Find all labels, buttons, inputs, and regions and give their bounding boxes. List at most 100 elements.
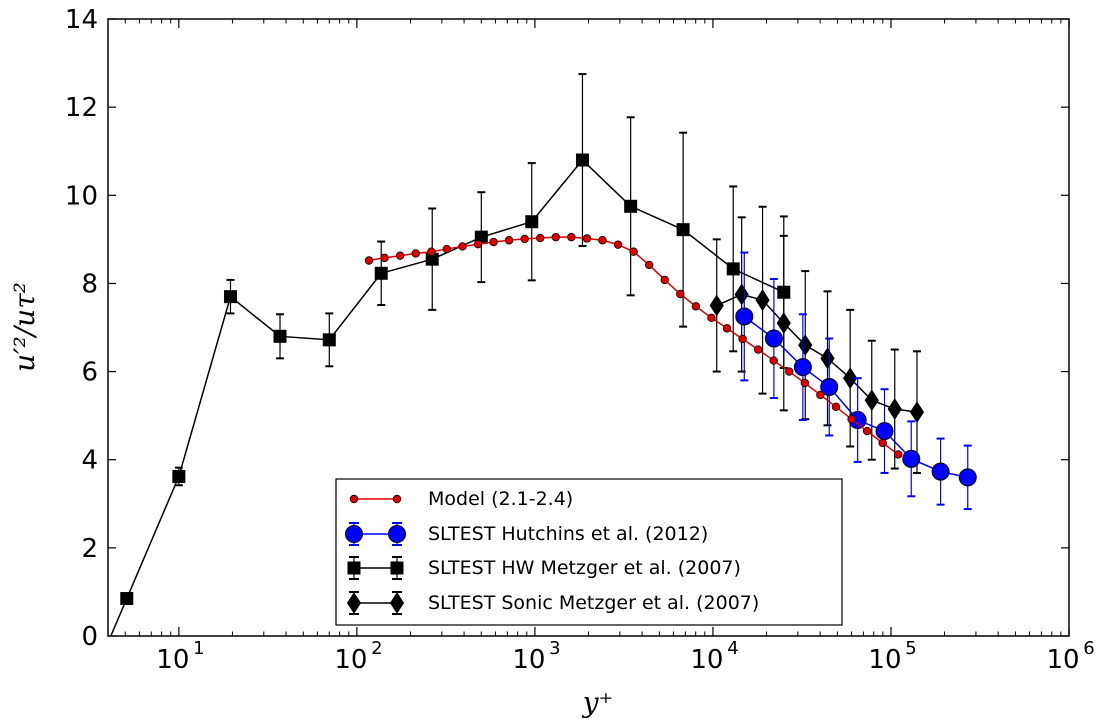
x-axis-label: y⁺ <box>581 686 614 719</box>
series-0-point-6 <box>458 242 467 251</box>
x-tick-exp-1: 2 <box>371 638 382 659</box>
series-0-point-25 <box>753 345 763 354</box>
series-2-line <box>126 158 785 599</box>
series-2-lead-line <box>109 598 128 636</box>
y-tick-label-0: 0 <box>81 622 98 652</box>
series-0-point-10 <box>520 234 529 244</box>
series-3-point-9 <box>909 401 925 424</box>
series-0-point-5 <box>442 244 452 254</box>
series-1-point-7 <box>931 462 950 481</box>
y-axis-label: u′²/uτ² <box>8 282 41 372</box>
x-tick-label-0: 10 <box>156 645 189 675</box>
series-0-point-23 <box>722 324 732 333</box>
series-0-point-11 <box>536 233 545 243</box>
series-0-point-21 <box>691 302 701 311</box>
x-tick-label-1: 10 <box>334 645 367 675</box>
series-3-point-0 <box>709 294 724 317</box>
legend-marker-left-0 <box>349 494 359 504</box>
series-1-point-1 <box>764 329 783 348</box>
x-tick-label-3: 10 <box>690 645 723 675</box>
series-3-point-7 <box>864 389 879 412</box>
series-3-point-1 <box>734 283 749 306</box>
legend-label-model: Model (2.1-2.4) <box>428 488 573 510</box>
series-0-point-22 <box>707 313 716 323</box>
legend-entry-metzger-sonic: SLTEST Sonic Metzger et al. (2007) <box>346 591 759 615</box>
legend-marker-right-1 <box>388 525 406 543</box>
y-tick-label-3: 6 <box>81 358 98 388</box>
series-0-point-18 <box>644 260 654 270</box>
series-0-point-28 <box>800 378 810 388</box>
legend-marker-right-0 <box>392 494 402 504</box>
series-3-point-6 <box>843 367 858 390</box>
series-2-point-8 <box>525 215 539 229</box>
legend: Model (2.1-2.4) SLTEST Hutchins et al. (… <box>335 478 843 626</box>
x-tick-label-2: 10 <box>512 645 545 675</box>
series-1 <box>735 251 977 511</box>
series-2-point-11 <box>676 223 690 237</box>
series-2-point-3 <box>273 329 287 343</box>
series-2-point-4 <box>322 333 336 347</box>
series-1-point-5 <box>875 422 894 441</box>
series-3-point-5 <box>820 347 835 370</box>
series-0-point-15 <box>598 236 607 245</box>
series-0-point-0 <box>364 256 374 265</box>
y-tick-label-2: 4 <box>81 446 98 476</box>
series-0-point-7 <box>473 240 483 249</box>
legend-entry-metzger-hw: SLTEST HW Metzger et al. (2007) <box>347 556 741 580</box>
series-0-point-3 <box>411 249 420 258</box>
legend-marker-right-2 <box>390 561 404 575</box>
series-0-point-4 <box>427 247 436 256</box>
series-3-point-8 <box>887 398 902 420</box>
series-2-point-12 <box>726 262 740 276</box>
series-2-point-10 <box>624 199 638 213</box>
series-0-point-33 <box>878 438 887 448</box>
series-0-point-20 <box>676 289 685 299</box>
legend-label-metzger-sonic: SLTEST Sonic Metzger et al. (2007) <box>428 592 759 614</box>
series-0-point-27 <box>785 367 794 376</box>
y-tick-label-1: 2 <box>81 534 98 564</box>
series-0-point-30 <box>831 402 841 412</box>
series-1-point-0 <box>735 307 754 326</box>
legend-label-hutchins: SLTEST Hutchins et al. (2012) <box>428 523 708 545</box>
legend-marker-left-1 <box>345 525 363 543</box>
series-3 <box>709 205 925 474</box>
series-0-point-16 <box>613 240 623 249</box>
y-tick-label-6: 12 <box>65 93 98 123</box>
x-tick-label-4: 10 <box>868 645 901 675</box>
series-0-point-24 <box>738 334 747 344</box>
y-tick-label-5: 10 <box>65 181 98 211</box>
series-0 <box>364 232 903 459</box>
series-0-point-32 <box>862 426 872 436</box>
series-1-point-6 <box>902 449 921 468</box>
series-0-point-1 <box>380 253 389 263</box>
series-1-point-3 <box>820 377 839 396</box>
series-0-point-12 <box>551 232 560 242</box>
series-3-line <box>716 293 918 413</box>
series-0-point-8 <box>489 237 498 247</box>
series-0-point-13 <box>567 232 576 242</box>
series-0-point-29 <box>816 390 825 400</box>
series-0-point-2 <box>395 251 405 260</box>
data-layer <box>109 73 977 636</box>
series-1-point-2 <box>793 358 812 377</box>
series-2-point-1 <box>172 469 186 483</box>
series-3-point-4 <box>798 334 813 357</box>
series-2-point-0 <box>120 592 134 606</box>
x-tick-exp-0: 1 <box>193 638 204 659</box>
legend-marker-left-2 <box>347 561 361 575</box>
x-tick-label-5: 10 <box>1046 645 1079 675</box>
legend-entry-model: Model (2.1-2.4) <box>349 488 573 510</box>
legend-box <box>335 478 843 626</box>
series-3-point-3 <box>776 312 791 335</box>
series-0-point-31 <box>847 414 856 424</box>
series-0-point-19 <box>660 275 669 285</box>
series-0-point-9 <box>504 236 514 245</box>
x-tick-exp-3: 4 <box>727 638 738 659</box>
y-tick-label-7: 14 <box>65 5 98 35</box>
series-2-point-5 <box>374 266 388 280</box>
x-tick-exp-2: 3 <box>549 638 560 659</box>
legend-entry-hutchins: SLTEST Hutchins et al. (2012) <box>345 522 708 546</box>
series-2-point-9 <box>575 153 589 167</box>
